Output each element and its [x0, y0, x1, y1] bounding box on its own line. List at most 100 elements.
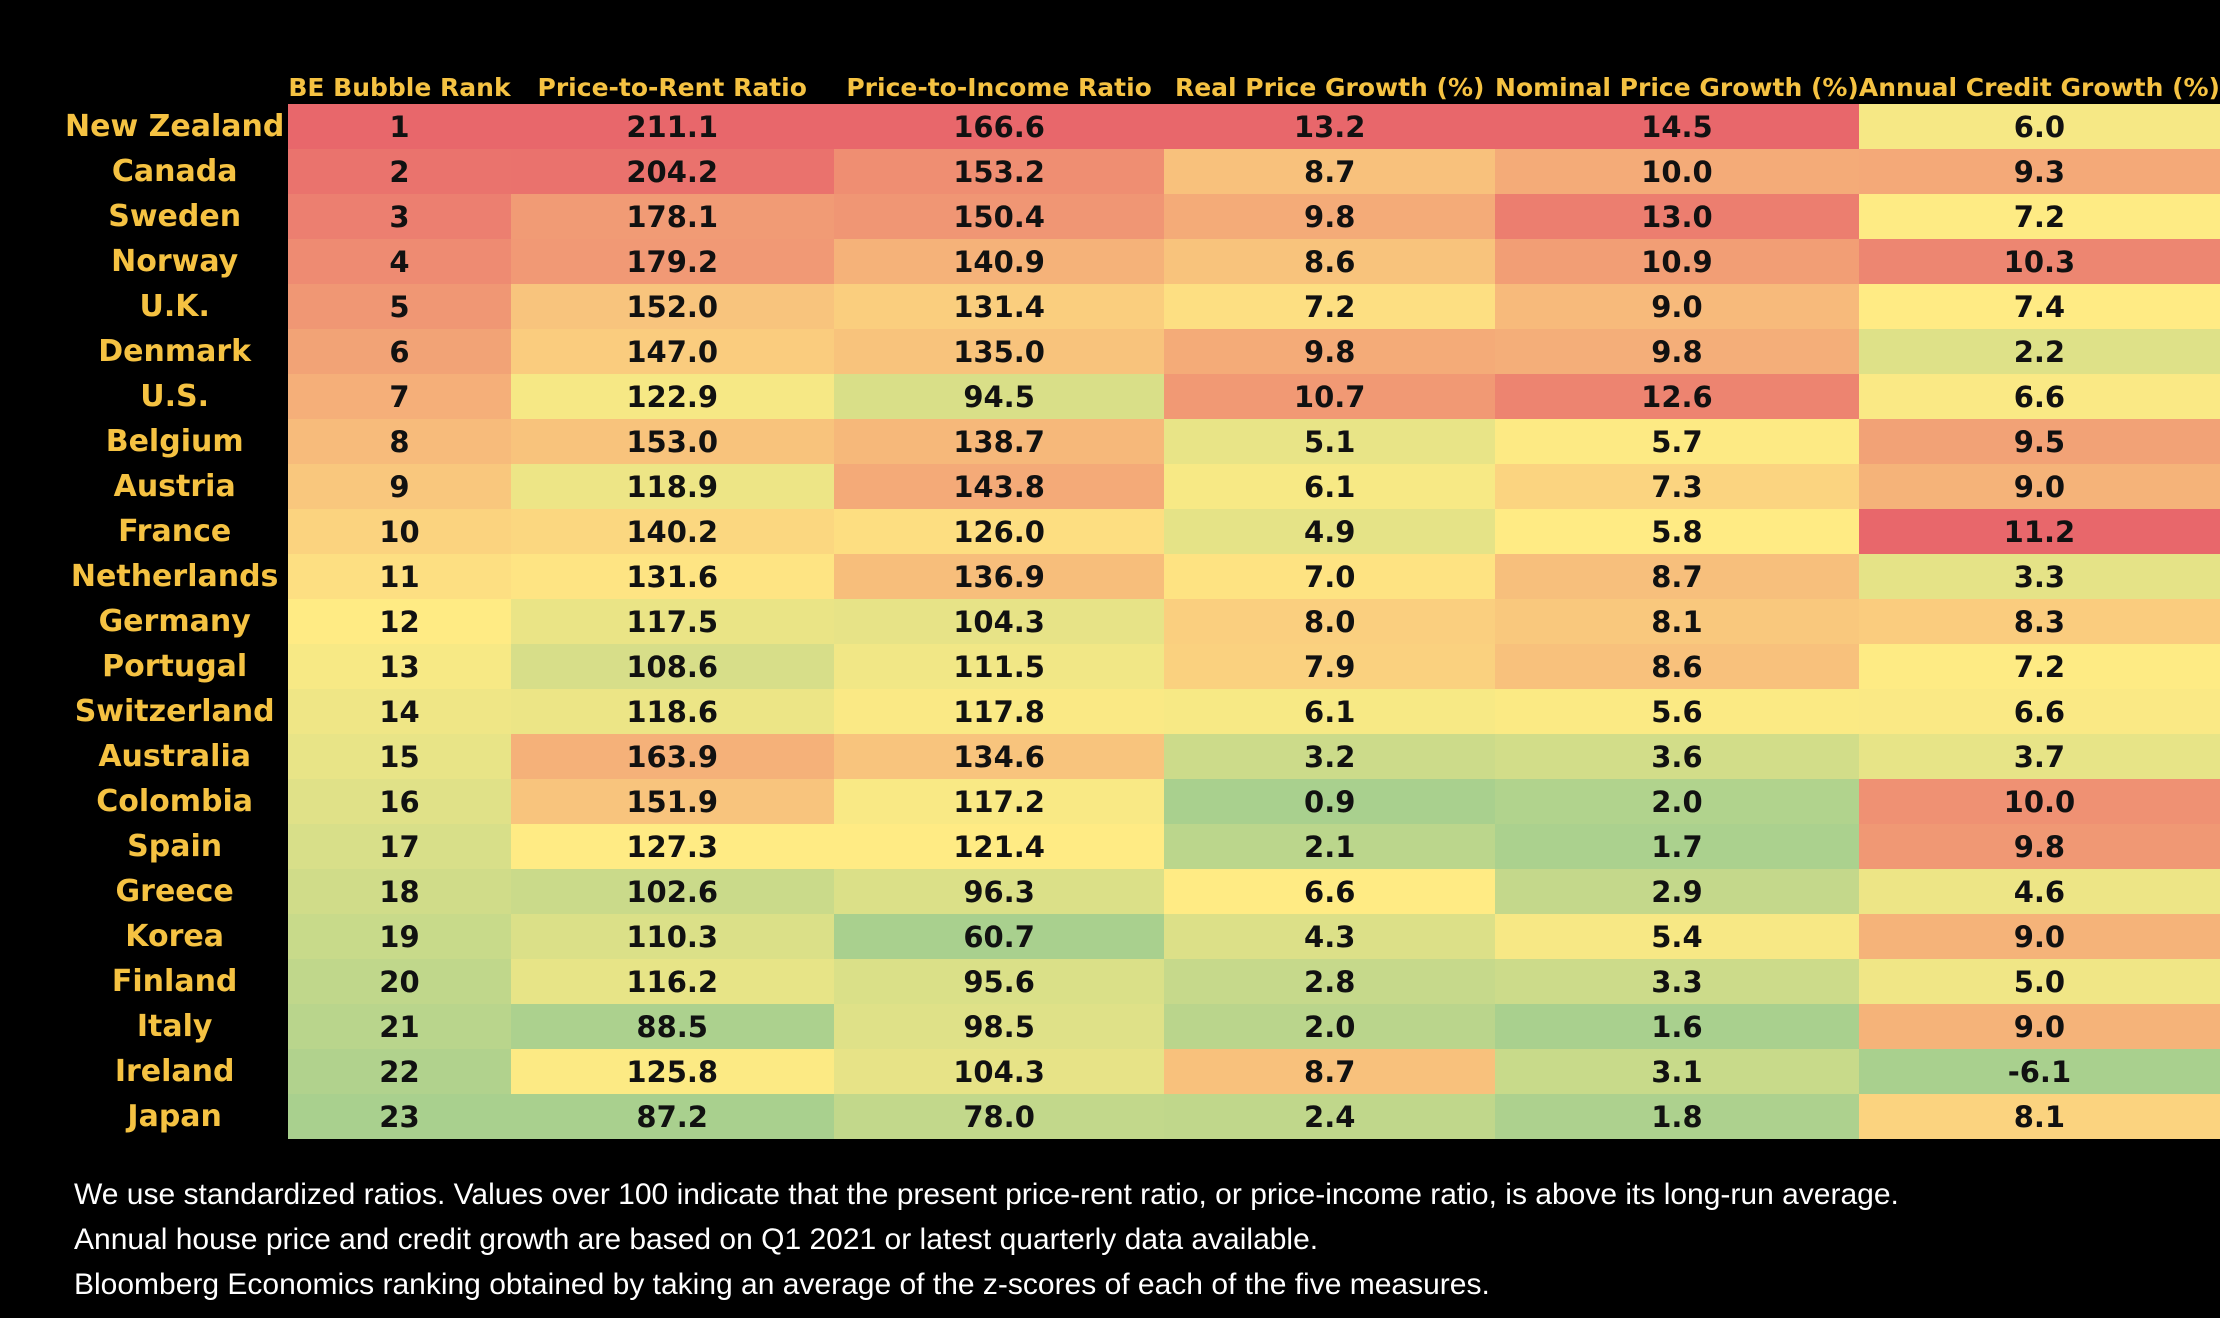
heatmap-cell: 152.0: [510, 284, 834, 329]
heatmap-cell: 9.0: [1858, 1004, 2220, 1049]
heatmap-cell: 131.6: [510, 554, 834, 599]
heatmap-cell: 10.7: [1164, 374, 1496, 419]
heatmap-cell: 5: [288, 284, 511, 329]
heatmap-cell: 4.6: [1858, 869, 2220, 914]
heatmap-cell: 136.9: [833, 554, 1165, 599]
column-header-row: BE Bubble Rank Price-to-Rent Ratio Price-t…: [65, 60, 2220, 104]
heatmap-cell: 2: [288, 149, 511, 194]
heatmap-cell: 134.6: [833, 734, 1165, 779]
table-row: Colombia 16 151.9 117.2 0.9 2.0 10.0: [65, 779, 2220, 824]
heatmap-cell: 127.3: [510, 824, 834, 869]
heatmap-cell: 2.9: [1495, 869, 1859, 914]
country-label: Germany: [65, 599, 289, 644]
country-label: Finland: [65, 959, 289, 1004]
heatmap-cell: 110.3: [510, 914, 834, 959]
heatmap-cell: 178.1: [510, 194, 834, 239]
heatmap-cell: 14: [288, 689, 511, 734]
heatmap-cell: 10.3: [1858, 239, 2220, 284]
heatmap-cell: 117.5: [510, 599, 834, 644]
heatmap-cell: 6.1: [1164, 689, 1496, 734]
country-label: Norway: [65, 239, 289, 284]
heatmap-cell: 150.4: [833, 194, 1165, 239]
footnote-standardized-ratios: We use standardized ratios. Values over …: [74, 1178, 1899, 1211]
heatmap-cell: 4.9: [1164, 509, 1496, 554]
column-header: Real Price Growth (%): [1174, 73, 1485, 102]
heatmap-cell: 9.8: [1164, 329, 1496, 374]
column-header: Price-to-Rent Ratio: [537, 73, 807, 102]
heatmap-cell: 17: [288, 824, 511, 869]
country-label: Ireland: [65, 1049, 289, 1094]
heatmap-cell: 8.0: [1164, 599, 1496, 644]
heatmap-cell: 9.8: [1858, 824, 2220, 869]
country-label: Canada: [65, 149, 289, 194]
heatmap-cell: 2.8: [1164, 959, 1496, 1004]
heatmap-cell: 8.7: [1164, 149, 1496, 194]
heatmap-cell: 7.2: [1164, 284, 1496, 329]
table-row: Australia 15 163.9 134.6 3.2 3.6 3.7: [65, 734, 2220, 779]
heatmap-cell: 6.1: [1164, 464, 1496, 509]
heatmap-cell: 126.0: [833, 509, 1165, 554]
heatmap-cell: 9.0: [1858, 914, 2220, 959]
heatmap-cell: 211.1: [510, 104, 834, 149]
country-label: France: [65, 509, 289, 554]
heatmap-cell: 7: [288, 374, 511, 419]
heatmap-cell: 111.5: [833, 644, 1165, 689]
heatmap-cell: 6.6: [1858, 689, 2220, 734]
heatmap-cell: 131.4: [833, 284, 1165, 329]
heatmap-cell: 7.4: [1858, 284, 2220, 329]
heatmap-cell: 1: [288, 104, 511, 149]
heatmap-cell: -6.1: [1858, 1049, 2220, 1094]
heatmap-cell: 20: [288, 959, 511, 1004]
table-row: Italy 21 88.5 98.5 2.0 1.6 9.0: [65, 1004, 2220, 1049]
footnotes: We use standardized ratios. Values over …: [74, 1172, 2174, 1307]
heatmap-cell: 5.1: [1164, 419, 1496, 464]
country-label: U.K.: [65, 284, 289, 329]
table-row: U.K. 5 152.0 131.4 7.2 9.0 7.4: [65, 284, 2220, 329]
country-label: Colombia: [65, 779, 289, 824]
heatmap-cell: 7.9: [1164, 644, 1496, 689]
heatmap-cell: 2.0: [1164, 1004, 1496, 1049]
heatmap-cell: 3: [288, 194, 511, 239]
heatmap-cell: 204.2: [510, 149, 834, 194]
country-label: U.S.: [65, 374, 289, 419]
heatmap-cell: 2.1: [1164, 824, 1496, 869]
country-label: Japan: [65, 1094, 289, 1139]
heatmap-cell: 9.8: [1164, 194, 1496, 239]
heatmap-cell: 8.7: [1164, 1049, 1496, 1094]
footnote-growth-basis: Annual house price and credit growth are…: [74, 1223, 1319, 1256]
country-label: Portugal: [65, 644, 289, 689]
heatmap-cell: 9.3: [1858, 149, 2220, 194]
heatmap-cell: 5.8: [1495, 509, 1859, 554]
country-label: Netherlands: [65, 554, 289, 599]
heatmap-cell: 22: [288, 1049, 511, 1094]
country-label: Korea: [65, 914, 289, 959]
table-row: Portugal 13 108.6 111.5 7.9 8.6 7.2: [65, 644, 2220, 689]
heatmap-cell: 7.2: [1858, 644, 2220, 689]
table-row: Belgium 8 153.0 138.7 5.1 5.7 9.5: [65, 419, 2220, 464]
heatmap-cell: 78.0: [833, 1094, 1165, 1139]
country-label: Denmark: [65, 329, 289, 374]
heatmap-cell: 19: [288, 914, 511, 959]
heatmap-cell: 3.3: [1495, 959, 1859, 1004]
heatmap-cell: 125.8: [510, 1049, 834, 1094]
heatmap-cell: 3.1: [1495, 1049, 1859, 1094]
heatmap-cell: 153.0: [510, 419, 834, 464]
heatmap-cell: 108.6: [510, 644, 834, 689]
heatmap-cell: 135.0: [833, 329, 1165, 374]
heatmap-cell: 121.4: [833, 824, 1165, 869]
country-label: Austria: [65, 464, 289, 509]
heatmap-cell: 163.9: [510, 734, 834, 779]
heatmap-cell: 166.6: [833, 104, 1165, 149]
heatmap-cell: 118.6: [510, 689, 834, 734]
heatmap-cell: 143.8: [833, 464, 1165, 509]
heatmap-cell: 9: [288, 464, 511, 509]
heatmap-cell: 9.5: [1858, 419, 2220, 464]
heatmap-cell: 8.1: [1495, 599, 1859, 644]
heatmap-cell: 14.5: [1495, 104, 1859, 149]
heatmap-cell: 138.7: [833, 419, 1165, 464]
heatmap-cell: 151.9: [510, 779, 834, 824]
table-row: Netherlands 11 131.6 136.9 7.0 8.7 3.3: [65, 554, 2220, 599]
heatmap-cell: 153.2: [833, 149, 1165, 194]
heatmap-cell: 12: [288, 599, 511, 644]
table-row: France 10 140.2 126.0 4.9 5.8 11.2: [65, 509, 2220, 554]
